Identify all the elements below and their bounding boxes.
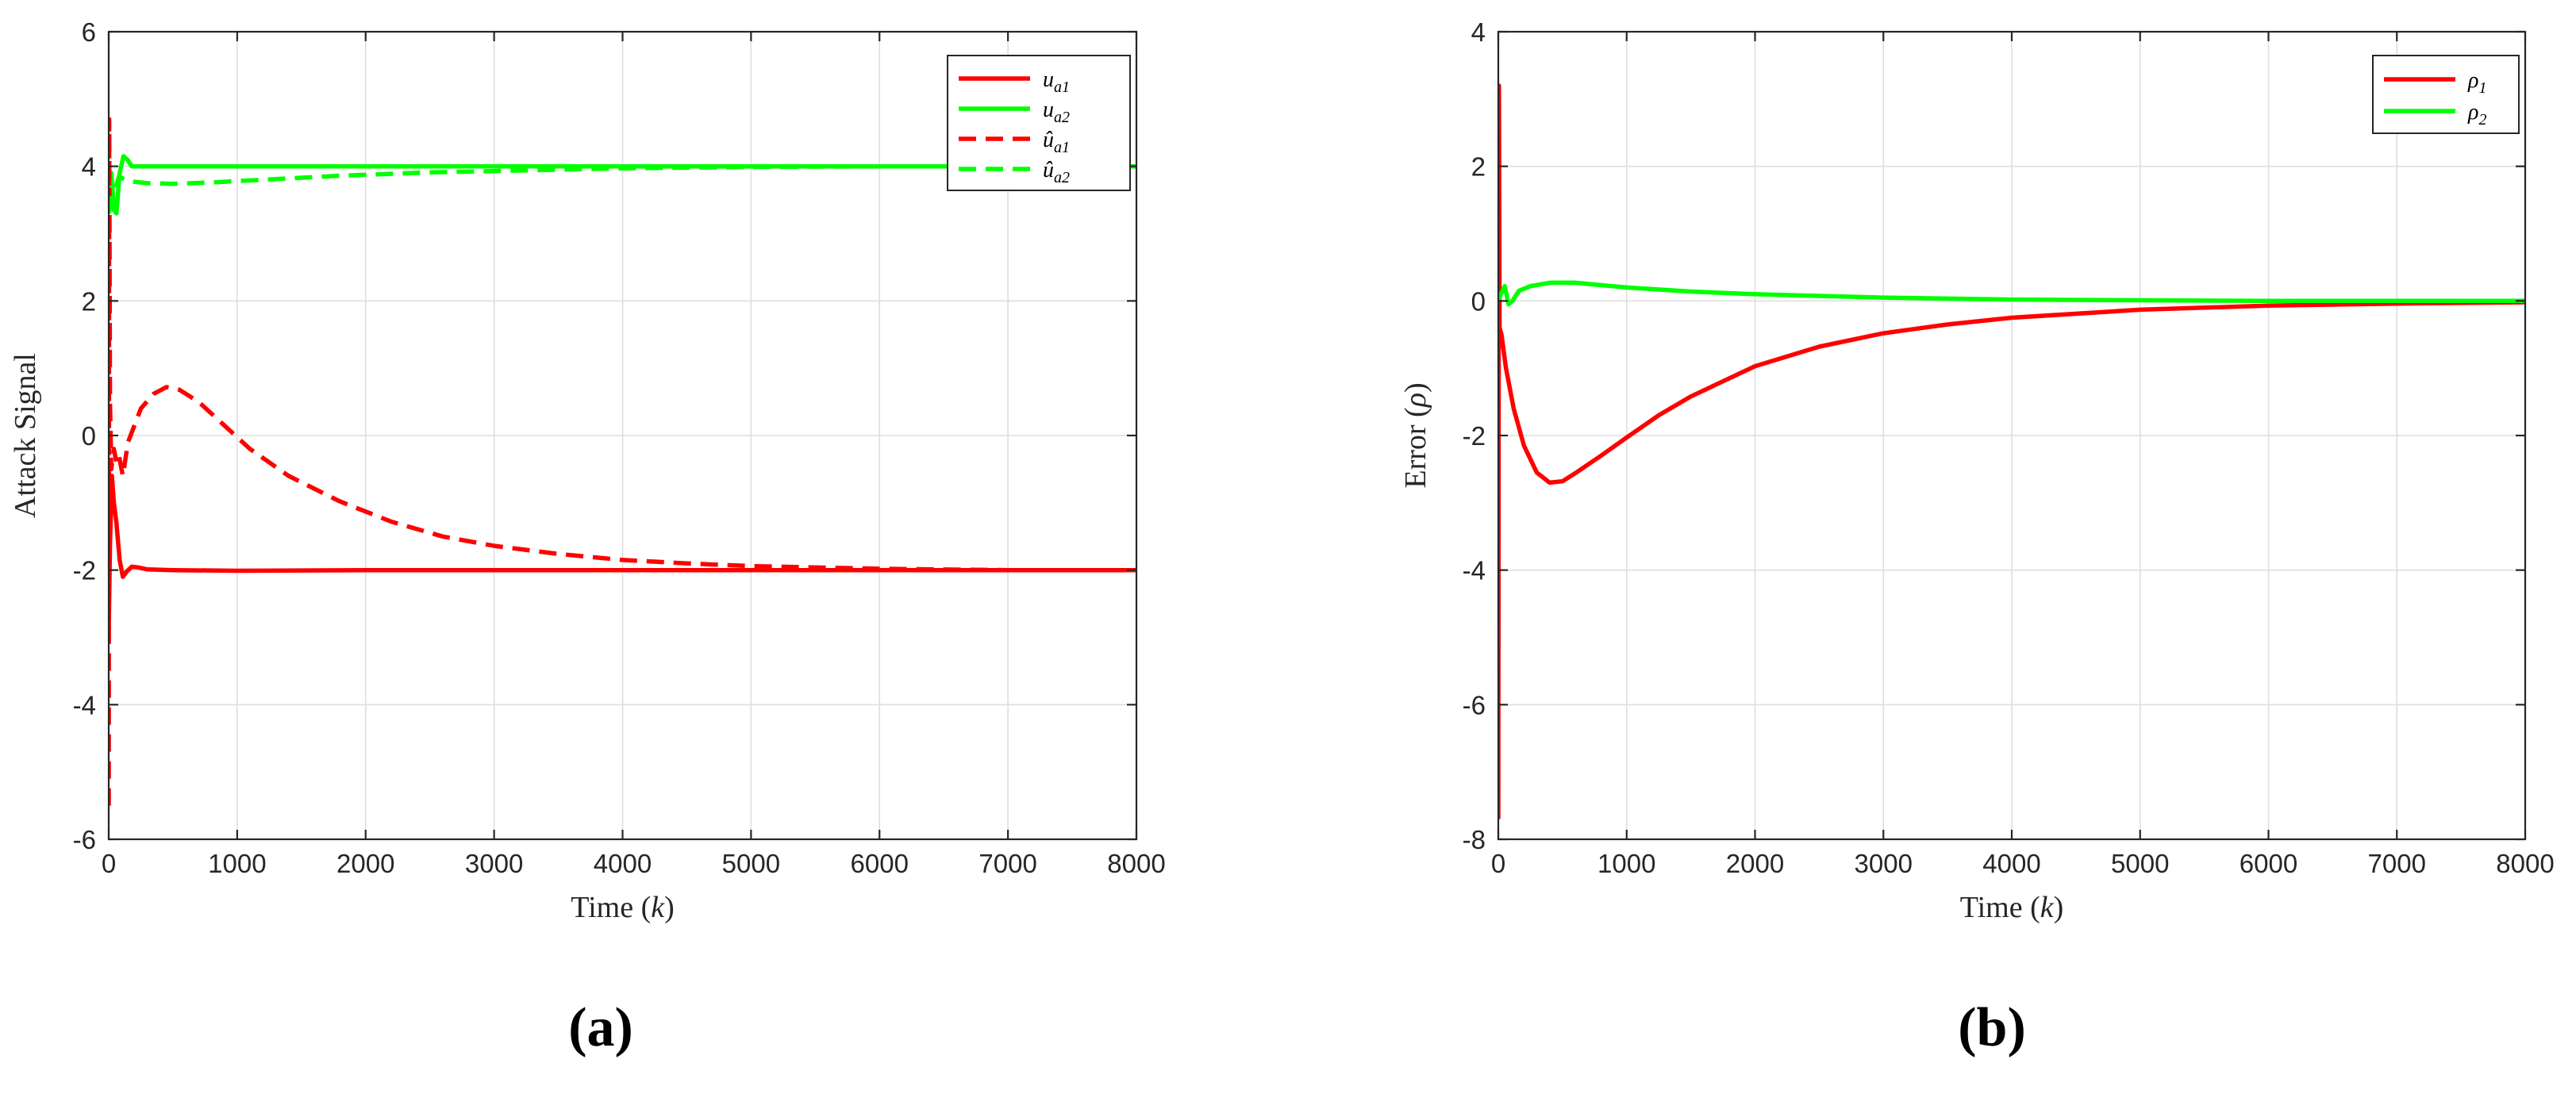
- x-axis-label-text: ): [2054, 891, 2064, 924]
- x-axis-label-text: Time (: [571, 891, 651, 924]
- x-tick-label: 6000: [2240, 849, 2297, 878]
- x-tick-label: 5000: [2111, 849, 2169, 878]
- x-axis-label: Time (k): [1960, 891, 2064, 924]
- legend-label-base: û: [1043, 128, 1054, 152]
- chart-b: 0 1000 2000 3000 4000 5000 6000 7000 8000 -8 -6 -4 -…: [1399, 17, 2555, 1058]
- series-line-3: [109, 117, 1136, 806]
- x-axis-label-text: ): [664, 891, 675, 924]
- legend-label-subscript: 1: [2478, 79, 2486, 97]
- legend-label-subscript: 2: [2478, 111, 2486, 129]
- y-axis-label: Attack Signal: [9, 353, 42, 518]
- y-tick-label: -8: [1463, 825, 1486, 854]
- y-tick-label: -2: [1463, 421, 1486, 451]
- series-line-4: [109, 163, 1136, 214]
- y-axis-label-text: ): [1399, 382, 1432, 393]
- x-tick-label: 7000: [2368, 849, 2426, 878]
- x-tick-label: 7000: [978, 849, 1036, 878]
- x-tick-label: 2000: [1726, 849, 1784, 878]
- x-tick-label: 0: [1491, 849, 1505, 878]
- x-tick-label: 3000: [465, 849, 523, 878]
- y-tick-label: -4: [1463, 556, 1486, 585]
- x-tick-label: 0: [102, 849, 116, 878]
- series-line-1: [1498, 83, 2525, 819]
- legend-label-base: û: [1043, 158, 1054, 182]
- y-tick-label: 4: [1471, 17, 1486, 47]
- legend-label-base: u: [1043, 98, 1054, 122]
- x-tick-label: 8000: [1107, 849, 1165, 878]
- y-tick-label: -6: [73, 825, 96, 854]
- legend-label-1: ρ1: [2467, 68, 2486, 97]
- legend-box: [2372, 55, 2520, 134]
- legend-label-subscript: a2: [1054, 109, 1070, 126]
- x-tick-label: 1000: [208, 849, 266, 878]
- y-axis-label: Error (ρ): [1399, 382, 1432, 488]
- y-tick-label: -2: [73, 556, 96, 585]
- y-tick-label: 4: [82, 152, 96, 182]
- y-tick-label: 0: [82, 421, 96, 451]
- y-tick-label: 0: [1471, 286, 1486, 316]
- x-tick-label: 4000: [1982, 849, 2040, 878]
- x-axis-label-variable: k: [2040, 891, 2055, 924]
- legend-label-subscript: a1: [1054, 79, 1070, 96]
- y-axis-label-text: Error (: [1399, 407, 1432, 488]
- legend-label-subscript: a2: [1054, 169, 1070, 186]
- legend-label-base: ρ: [2467, 68, 2478, 93]
- x-tick-label: 5000: [722, 849, 780, 878]
- legend-label-2: ua2: [1043, 98, 1070, 126]
- x-axis-label: Time (k): [571, 891, 675, 924]
- y-tick-label: 6: [82, 17, 96, 47]
- panel-label: (a): [568, 997, 633, 1058]
- chart-a: 0 1000 2000 3000 4000 5000 6000 7000 8000 -6 -4 -2 0…: [9, 17, 1166, 1058]
- series-line-2: [1498, 280, 2525, 307]
- x-tick-label: 4000: [594, 849, 652, 878]
- panel-label: (b): [1958, 997, 2026, 1058]
- series-line-2: [109, 154, 1136, 216]
- y-tick-label: -4: [73, 690, 96, 720]
- legend-label-subscript: a1: [1054, 139, 1070, 156]
- y-tick-label: -6: [1463, 690, 1486, 720]
- legend-label-2: ρ2: [2467, 100, 2486, 129]
- legend-label-1: ua1: [1043, 67, 1070, 96]
- y-axis-label-variable: ρ: [1399, 393, 1432, 408]
- y-tick-label: 2: [82, 286, 96, 316]
- x-tick-label: 8000: [2496, 849, 2554, 878]
- legend-label-base: ρ: [2467, 100, 2478, 125]
- legend-label-base: u: [1043, 67, 1054, 92]
- x-tick-label: 3000: [1855, 849, 1913, 878]
- x-tick-label: 2000: [336, 849, 394, 878]
- series-line-1: [109, 474, 1136, 631]
- legend-label-4: ûa2: [1043, 158, 1070, 186]
- x-tick-label: 1000: [1598, 849, 1655, 878]
- x-axis-label-text: Time (: [1960, 891, 2040, 924]
- x-axis-label-variable: k: [651, 891, 665, 924]
- y-tick-label: 2: [1471, 152, 1486, 182]
- x-tick-label: 6000: [851, 849, 909, 878]
- legend-label-3: ûa1: [1043, 128, 1070, 156]
